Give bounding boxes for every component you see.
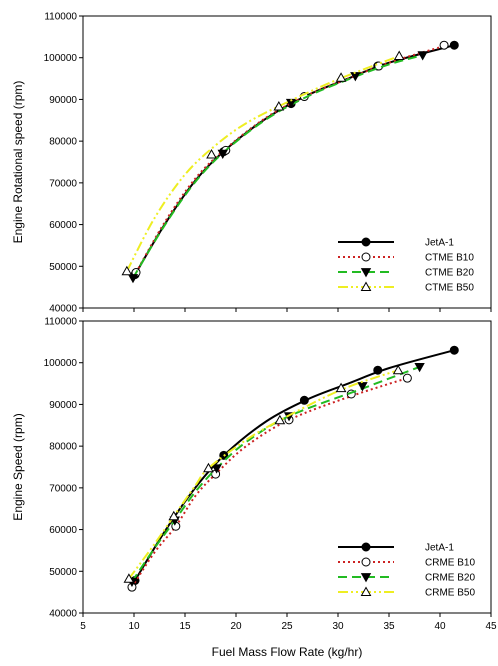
x-tick-label: 40 xyxy=(434,621,446,632)
x-tick-label: 10 xyxy=(128,621,140,632)
x-tick-label: 45 xyxy=(485,621,497,632)
data-point xyxy=(285,98,297,109)
x-tick-label: 30 xyxy=(332,621,344,632)
data-point xyxy=(417,51,428,61)
bottom-panel: 40000 50000 60000 70000 80000 90000 100000 1100… xyxy=(11,317,497,633)
data-point xyxy=(439,40,449,50)
x-tick-label: 20 xyxy=(230,621,242,632)
legend-marker xyxy=(361,237,371,247)
data-point xyxy=(206,148,217,159)
y-tick-label: 90000 xyxy=(49,95,77,106)
legend-label: JetA-1 xyxy=(425,238,454,249)
y-tick-label: 100000 xyxy=(44,358,78,369)
y-axis-label: Engine Speed (rpm) xyxy=(11,413,25,520)
data-point xyxy=(414,362,425,373)
y-tick-label: 50000 xyxy=(49,262,77,273)
legend-label: CTME B20 xyxy=(425,268,474,279)
legend-label: JetA-1 xyxy=(425,543,454,554)
x-tick-label: 35 xyxy=(383,621,395,632)
y-tick-label: 70000 xyxy=(49,483,77,494)
y-tick-label: 100000 xyxy=(44,53,78,64)
data-point xyxy=(203,462,214,473)
legend-label: CRME B20 xyxy=(425,573,475,584)
legend-marker xyxy=(361,252,371,262)
data-point xyxy=(449,40,459,50)
x-tick-label: 15 xyxy=(179,621,191,632)
legend-marker xyxy=(360,573,372,583)
data-point xyxy=(449,345,459,355)
legend-marker xyxy=(360,268,372,278)
legend-marker xyxy=(361,542,371,552)
series-line xyxy=(132,54,423,279)
x-axis-label: Fuel Mass Flow Rate (kg/hr) xyxy=(212,645,363,659)
x-tick-label: 5 xyxy=(80,621,86,632)
y-tick-label: 60000 xyxy=(49,220,77,231)
legend-marker xyxy=(361,557,371,567)
y-tick-label: 60000 xyxy=(49,525,77,536)
legend-label: CRME B50 xyxy=(425,588,475,599)
y-tick-label: 90000 xyxy=(49,400,77,411)
series-ctme-b50 xyxy=(121,50,405,276)
legend: JetA-1 CTME B10 CTME B20 CTME B50 xyxy=(338,237,474,294)
data-point xyxy=(274,414,286,425)
data-point xyxy=(217,149,228,159)
series-crme-b50 xyxy=(123,364,404,583)
data-point xyxy=(121,265,133,276)
x-tick-label: 25 xyxy=(281,621,293,632)
y-tick-label: 80000 xyxy=(49,137,77,148)
legend-marker xyxy=(360,586,372,596)
y-tick-label: 40000 xyxy=(49,609,77,620)
data-point xyxy=(393,50,405,61)
data-point xyxy=(273,101,285,111)
data-point xyxy=(123,573,135,583)
legend-label: CTME B50 xyxy=(425,283,474,294)
data-point xyxy=(392,364,404,375)
legend-label: CTME B10 xyxy=(425,253,474,264)
data-point xyxy=(299,395,309,405)
y-tick-label: 110000 xyxy=(44,317,77,328)
series-line xyxy=(128,369,399,580)
data-point xyxy=(335,72,347,82)
legend-marker xyxy=(360,281,372,291)
y-axis-label: Engine Rotational speed (rpm) xyxy=(11,81,25,244)
y-tick-label: 50000 xyxy=(49,567,77,578)
y-tick-label: 40000 xyxy=(49,304,77,315)
y-tick-label: 110000 xyxy=(44,12,77,23)
data-point xyxy=(402,373,412,383)
data-point xyxy=(373,365,383,375)
top-panel: 40000 50000 60000 70000 80000 90000 100000 1100… xyxy=(11,12,492,315)
legend-label: CRME B10 xyxy=(425,558,475,569)
data-point xyxy=(168,510,180,521)
data-point xyxy=(211,464,222,474)
legend: JetA-1 CRME B10 CRME B20 CRME B50 xyxy=(338,542,475,599)
y-tick-label: 70000 xyxy=(49,178,77,189)
data-point xyxy=(335,382,347,393)
data-point xyxy=(127,274,139,284)
series-ctme-b20 xyxy=(127,51,428,284)
y-tick-label: 80000 xyxy=(49,442,77,453)
